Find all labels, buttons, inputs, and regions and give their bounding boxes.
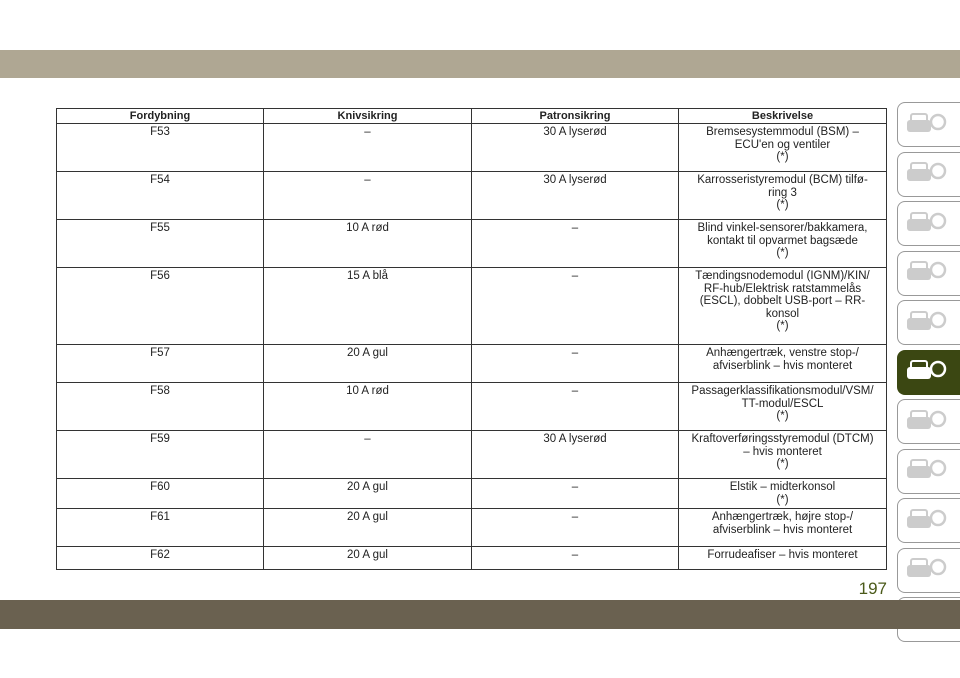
chapter-tab[interactable] <box>897 349 960 395</box>
patronsikring-cell: – <box>471 219 679 268</box>
patronsikring-cell: – <box>471 478 679 509</box>
beskrivelse-cell: Forrudeafiser – hvis monteret <box>678 546 887 570</box>
chapter-tab[interactable] <box>897 201 960 246</box>
fordybning-cell: F58 <box>56 382 264 431</box>
knivsikring-cell: – <box>263 123 472 172</box>
footer-band <box>0 600 960 629</box>
chapter-tab[interactable] <box>897 498 960 543</box>
patronsikring-cell: – <box>471 267 679 345</box>
beskrivelse-cell: Blind vinkel-sensorer/bakkamera, kontakt… <box>678 219 887 268</box>
table-row: F56 15 A blå – Tændingsnodemodul (IGNM)/KIN… <box>56 267 887 345</box>
table-row: F57 20 A gul – Anhængertræk, venstre stop-/… <box>56 344 887 383</box>
knivsikring-cell: 20 A gul <box>263 546 472 570</box>
page-number: 197 <box>858 579 887 598</box>
chapter-tab[interactable] <box>897 399 960 444</box>
knivsikring-cell: – <box>263 430 472 479</box>
knivsikring-cell: 10 A rød <box>263 219 472 268</box>
beskrivelse-cell: Anhængertræk, venstre stop-/ afviserblin… <box>678 344 887 383</box>
beskrivelse-cell: Passagerklassifikationsmodul/VSM/ TT-mod… <box>678 382 887 431</box>
beskrivelse-cell: Anhængertræk, højre stop-/ afviserblink … <box>678 508 887 547</box>
car-search-icon <box>907 112 947 132</box>
patronsikring-cell: 30 A lyserød <box>471 123 679 172</box>
beskrivelse-cell: Kraftoverføringsstyremodul (DTCM) – hvis… <box>678 430 887 479</box>
knivsikring-cell: 20 A gul <box>263 508 472 547</box>
chapter-tab[interactable] <box>897 151 960 197</box>
table-row: F61 20 A gul – Anhængertræk, højre stop-/ a… <box>56 508 887 547</box>
fordybning-cell: F56 <box>56 267 264 345</box>
specifications-gear-icon <box>907 459 947 478</box>
chapter-tab[interactable] <box>897 102 960 147</box>
fordybning-cell: F59 <box>56 430 264 479</box>
fordybning-cell: F57 <box>56 344 264 383</box>
search-icon <box>907 558 947 577</box>
key-steering-wheel-icon <box>907 310 947 330</box>
knivsikring-cell: 20 A gul <box>263 344 472 383</box>
knivsikring-cell: 10 A rød <box>263 382 472 431</box>
fordybning-cell: F55 <box>56 219 264 268</box>
beskrivelse-cell: Bremsesystemmodul (BSM) – ECU'en og vent… <box>678 123 887 172</box>
table-row: F62 20 A gul – Forrudeafiser – hvis montere… <box>56 546 887 570</box>
knivsikring-cell: – <box>263 171 472 220</box>
patronsikring-cell: – <box>471 344 679 383</box>
table-row: F54–30 A lyserød Karrosseristyremodul (BC… <box>56 171 887 220</box>
patronsikring-cell: – <box>471 508 679 547</box>
table-row: F58 10 A rød – Passagerklassifikationsmodul… <box>56 382 887 431</box>
table-row: F53–30 A lyserød Bremsesystemmodul (BSM) … <box>56 123 887 172</box>
car-service-wrench-icon <box>907 409 947 429</box>
column-header: Knivsikring <box>263 108 472 124</box>
chapter-tab[interactable] <box>897 448 960 494</box>
knivsikring-cell: 15 A blå <box>263 267 472 345</box>
column-header: Fordybning <box>56 108 264 124</box>
patronsikring-cell: 30 A lyserød <box>471 430 679 479</box>
chapter-tab[interactable] <box>897 300 960 345</box>
table-row: F55 10 A rød – Blind vinkel-sensorer/bakkam… <box>56 219 887 268</box>
fordybning-cell: F60 <box>56 478 264 509</box>
knivsikring-cell: 20 A gul <box>263 478 472 509</box>
fuse-table: Fordybning Knivsikring Patronsikring Bes… <box>56 108 887 570</box>
car-info-icon <box>907 162 947 181</box>
column-header: Patronsikring <box>471 108 679 124</box>
beskrivelse-cell: Tændingsnodemodul (IGNM)/KIN/ RF-hub/Ele… <box>678 267 887 345</box>
beskrivelse-cell: Karrosseristyremodul (BCM) tilfø- ring 3… <box>678 171 887 220</box>
header-band <box>0 50 960 78</box>
car-breakdown-warning-icon <box>907 360 947 379</box>
chapter-tab[interactable] <box>897 250 960 296</box>
patronsikring-cell: – <box>471 546 679 570</box>
warning-light-message-icon <box>907 211 947 231</box>
table-row: F60 20 A gul – Elstik – midterkonsol (*) <box>56 478 887 509</box>
chapter-tab[interactable] <box>897 547 960 593</box>
table-header-row: Fordybning Knivsikring Patronsikring Bes… <box>56 108 887 124</box>
fordybning-cell: F61 <box>56 508 264 547</box>
fordybning-cell: F62 <box>56 546 264 570</box>
column-header: Beskrivelse <box>678 108 887 124</box>
beskrivelse-cell: Elstik – midterkonsol (*) <box>678 478 887 509</box>
multimedia-icon <box>907 508 947 528</box>
patronsikring-cell: – <box>471 382 679 431</box>
chapter-tabs <box>897 102 960 647</box>
patronsikring-cell: 30 A lyserød <box>471 171 679 220</box>
table-row: F59–30 A lyserød Kraftoverføringsstyremod… <box>56 430 887 479</box>
airbag-seat-icon <box>907 261 947 280</box>
fordybning-cell: F53 <box>56 123 264 172</box>
fordybning-cell: F54 <box>56 171 264 220</box>
